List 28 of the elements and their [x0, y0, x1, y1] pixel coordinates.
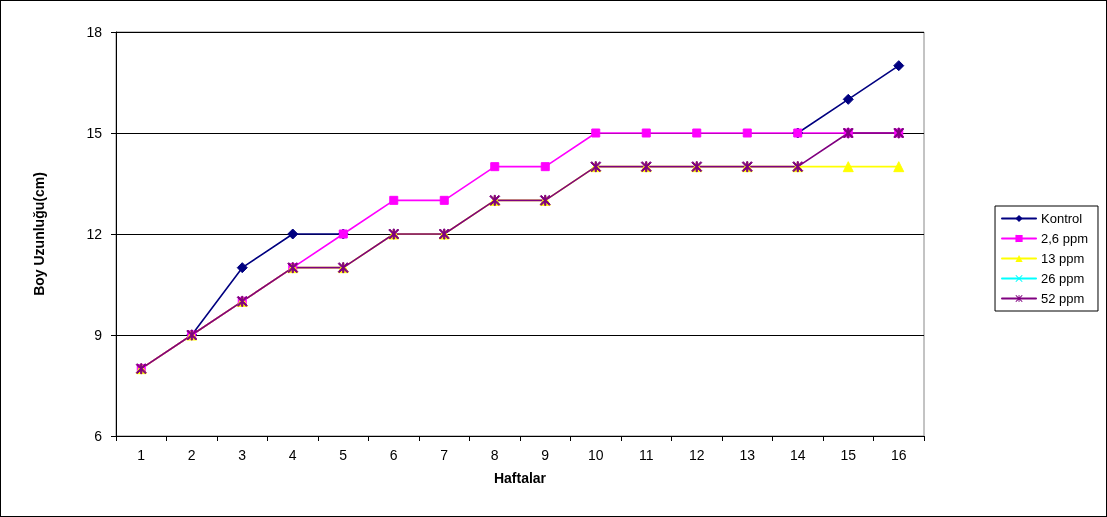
x-tick-label: 2 [187, 447, 196, 463]
x-axis-title: Haftalar [493, 470, 547, 486]
legend-label: 52 ppm [1041, 291, 1085, 306]
legend-label: 26 ppm [1041, 271, 1085, 286]
x-tick-label: 14 [789, 447, 806, 463]
x-tick-label: 4 [288, 447, 297, 463]
x-tick-label: 12 [688, 447, 705, 463]
x-tick-label: 9 [541, 447, 550, 463]
y-tick-label: 15 [86, 125, 103, 141]
y-tick-label: 6 [94, 428, 103, 444]
y-tick-label: 9 [94, 327, 103, 343]
x-tick-label: 16 [890, 447, 907, 463]
x-tick-label: 5 [339, 447, 348, 463]
y-tick-label: 12 [86, 226, 103, 242]
y-axis-title: Boy Uzunluğu(cm) [31, 172, 47, 296]
x-tick-label: 3 [238, 447, 247, 463]
x-tick-label: 13 [739, 447, 756, 463]
legend-label: 2,6 ppm [1041, 231, 1089, 246]
legend-label: 13 ppm [1041, 251, 1085, 266]
x-tick-label: 8 [490, 447, 499, 463]
x-tick-label: 7 [440, 447, 449, 463]
legend-label: Kontrol [1041, 211, 1083, 226]
x-tick-label: 15 [840, 447, 857, 463]
y-tick-label: 18 [86, 24, 103, 40]
x-tick-label: 10 [587, 447, 604, 463]
x-tick-label: 6 [389, 447, 398, 463]
x-tick-label: 1 [137, 447, 146, 463]
x-tick-label: 11 [638, 447, 654, 463]
